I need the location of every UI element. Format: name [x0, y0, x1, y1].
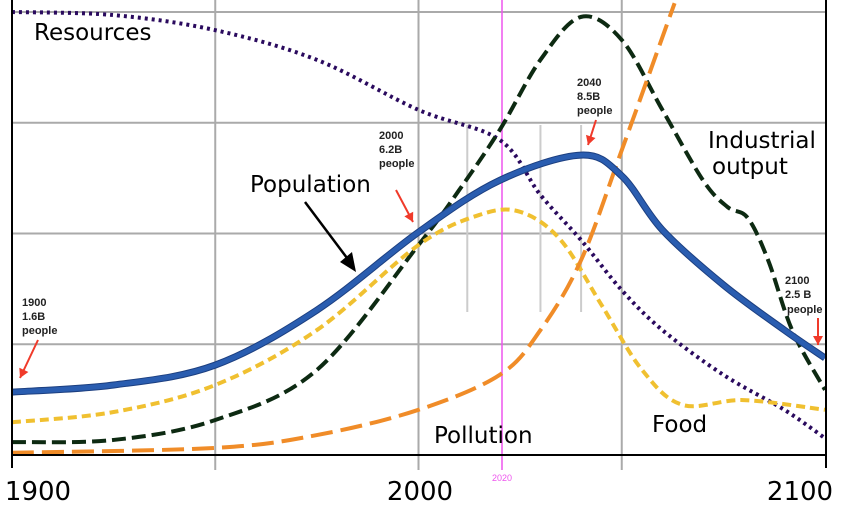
svg-text:2000: 2000 — [379, 130, 403, 142]
series-line-population — [12, 152, 827, 395]
x-tick-1900: 1900 — [5, 477, 71, 507]
svg-text:2040: 2040 — [577, 77, 601, 89]
svg-text:people: people — [787, 304, 822, 316]
red-arrows — [19, 119, 823, 379]
label-food: Food — [652, 412, 707, 438]
annotation-2000: 2000 6.2B people — [379, 130, 414, 170]
svg-text:people: people — [379, 158, 414, 170]
red-arrowhead — [813, 336, 823, 345]
x-tick-2100: 2100 — [767, 477, 833, 507]
svg-text:people: people — [577, 105, 612, 117]
faint-gridlines — [466, 125, 583, 312]
label-output: output — [712, 154, 788, 180]
population-arrow — [304, 201, 356, 272]
red-arrowhead — [404, 211, 414, 222]
svg-text:6.2B: 6.2B — [379, 144, 402, 156]
svg-text:8.5B: 8.5B — [577, 91, 600, 103]
label-population: Population — [250, 172, 371, 198]
label-industrial: Industrial — [708, 128, 816, 154]
svg-text:1.6B: 1.6B — [22, 311, 45, 323]
red-arrowhead — [585, 134, 596, 145]
red-arrowhead — [19, 367, 29, 378]
svg-text:2.5 B: 2.5 B — [785, 289, 811, 301]
series-line-food — [12, 207, 826, 425]
annotation-2100: 2100 2.5 B people — [785, 275, 822, 316]
x-tick-2000: 2000 — [387, 477, 453, 507]
annotation-1900: 1900 1.6B people — [22, 297, 57, 337]
marker-label-2020: 2020 — [492, 473, 512, 483]
series-lines — [12, 2, 827, 455]
label-resources: Resources — [34, 20, 151, 46]
svg-text:1900: 1900 — [22, 297, 46, 309]
series-line-industrial-output — [12, 14, 827, 445]
label-pollution: Pollution — [434, 423, 533, 449]
svg-text:2100: 2100 — [785, 275, 809, 287]
svg-text:people: people — [22, 325, 57, 337]
annotation-2040: 2040 8.5B people — [577, 77, 612, 117]
